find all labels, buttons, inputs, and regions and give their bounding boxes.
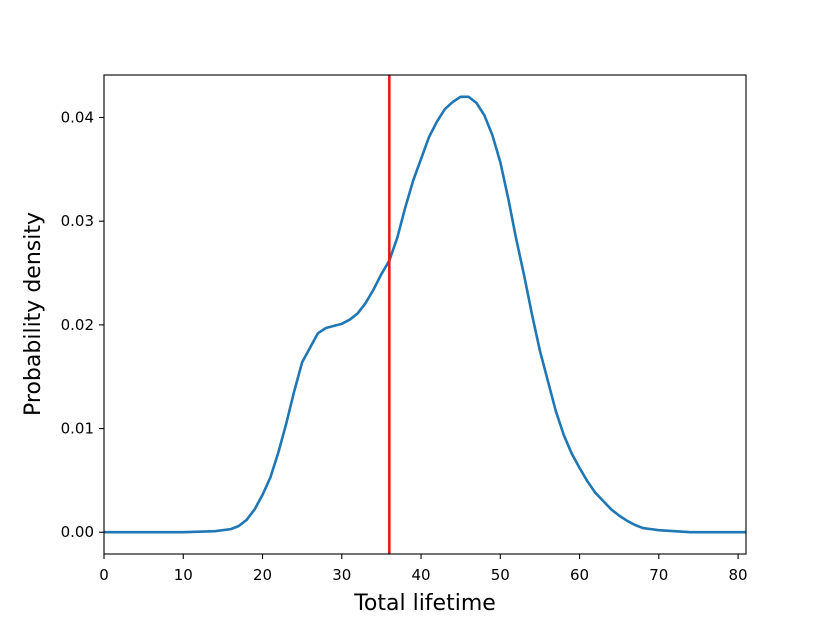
y-tick-label: 0.03 bbox=[61, 212, 94, 230]
y-tick-label: 0.00 bbox=[61, 523, 94, 541]
y-axis-label: Probability density bbox=[21, 212, 46, 416]
plot-area bbox=[103, 74, 747, 555]
axes-frame bbox=[103, 74, 747, 555]
series-line-1 bbox=[104, 95, 746, 534]
x-tick-label: 50 bbox=[491, 566, 510, 584]
y-tick-label: 0.04 bbox=[61, 109, 94, 127]
x-tick-label: 80 bbox=[729, 566, 748, 584]
y-axis: 0.00 0.01 0.02 0.03 0.04 bbox=[61, 109, 104, 541]
x-axis-label: Total lifetime bbox=[353, 591, 496, 616]
x-tick-label: 30 bbox=[332, 566, 351, 584]
x-tick-label: 60 bbox=[570, 566, 589, 584]
x-tick-label: 40 bbox=[411, 566, 430, 584]
x-tick-label: 0 bbox=[99, 566, 109, 584]
x-tick-label: 70 bbox=[649, 566, 668, 584]
y-tick-label: 0.01 bbox=[61, 420, 94, 438]
x-axis: 0 10 20 30 40 50 60 70 80 bbox=[99, 554, 748, 584]
x-tick-label: 20 bbox=[253, 566, 272, 584]
y-tick-label: 0.02 bbox=[61, 316, 94, 334]
x-tick-label: 10 bbox=[174, 566, 193, 584]
